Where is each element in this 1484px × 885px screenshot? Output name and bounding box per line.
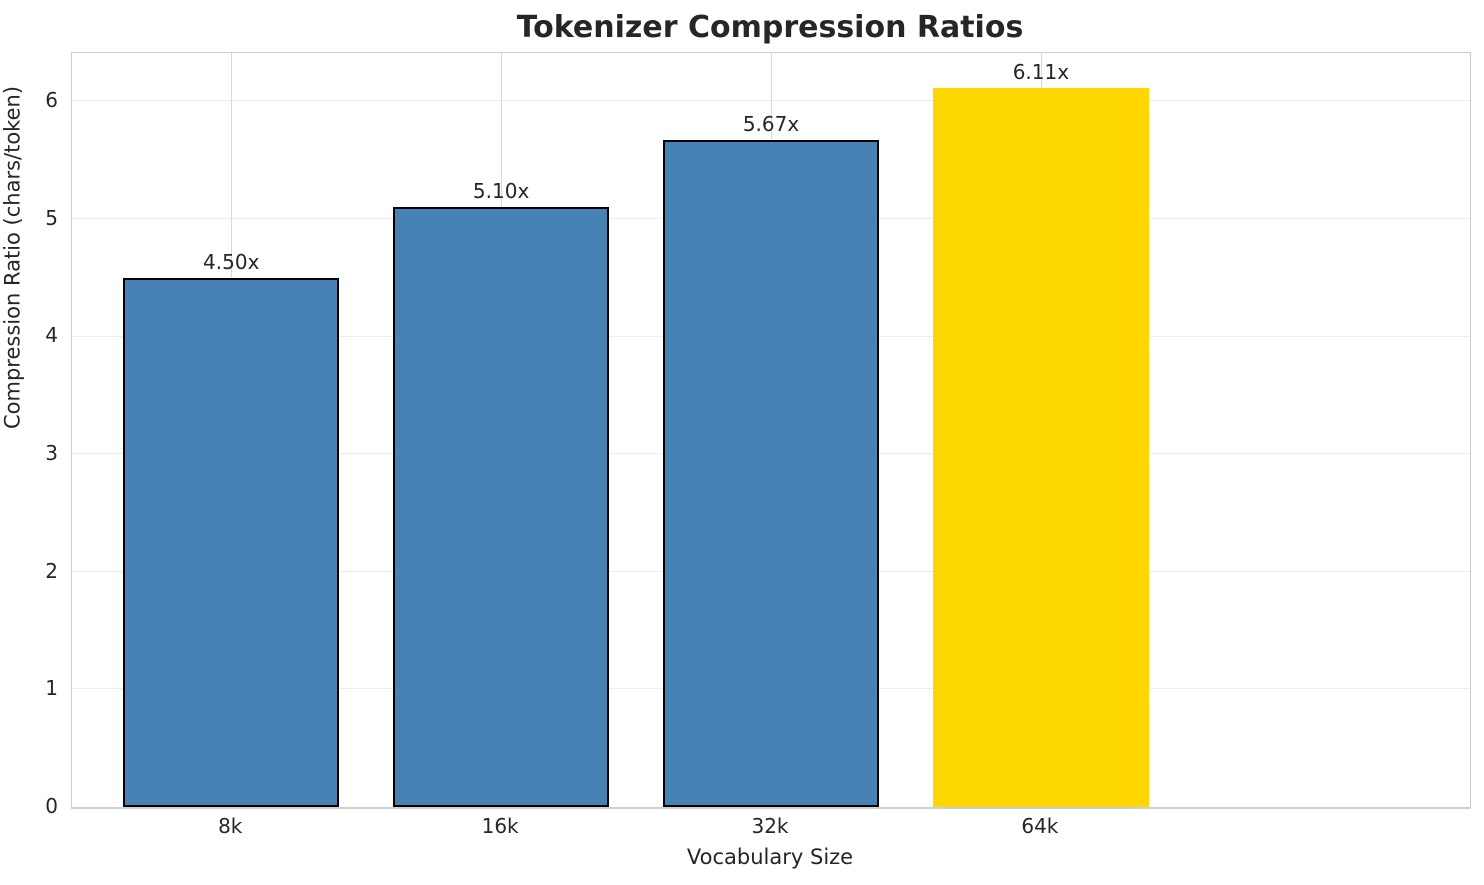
y-tick-label: 4	[45, 323, 58, 348]
y-tick-label: 0	[45, 794, 58, 818]
bar-value-label: 6.11x	[1012, 60, 1070, 85]
x-axis-title: Vocabulary Size	[686, 845, 854, 869]
bar-8k	[123, 277, 340, 807]
y-tick-label: 5	[45, 205, 58, 230]
y-tick-label: 2	[45, 558, 58, 583]
plot-area: 4.50x 5.10x 5.67x 6.11x	[71, 52, 1471, 809]
x-tick-label-32k: 32k	[751, 814, 789, 838]
bar-64k	[932, 88, 1149, 807]
x-tick-label-8k: 8k	[218, 814, 243, 838]
y-tick-label: 6	[45, 88, 58, 113]
bar-value-label: 5.67x	[742, 112, 800, 137]
bar-32k	[663, 140, 879, 807]
bar-value-label: 4.50x	[203, 249, 260, 274]
bar-16k	[393, 207, 610, 807]
y-axis-ticks: 0 1 2 3 4 5 6	[0, 52, 58, 816]
y-tick-label: 3	[45, 441, 58, 466]
chart-title: Tokenizer Compression Ratios	[516, 10, 1024, 45]
x-tick-label-64k: 64k	[1021, 814, 1059, 838]
y-tick-label: 1	[45, 676, 58, 701]
x-tick-label-16k: 16k	[481, 814, 519, 838]
x-axis-ticks: 8k 16k 32k 64k	[71, 816, 1469, 844]
bar-value-label: 5.10x	[472, 179, 530, 204]
